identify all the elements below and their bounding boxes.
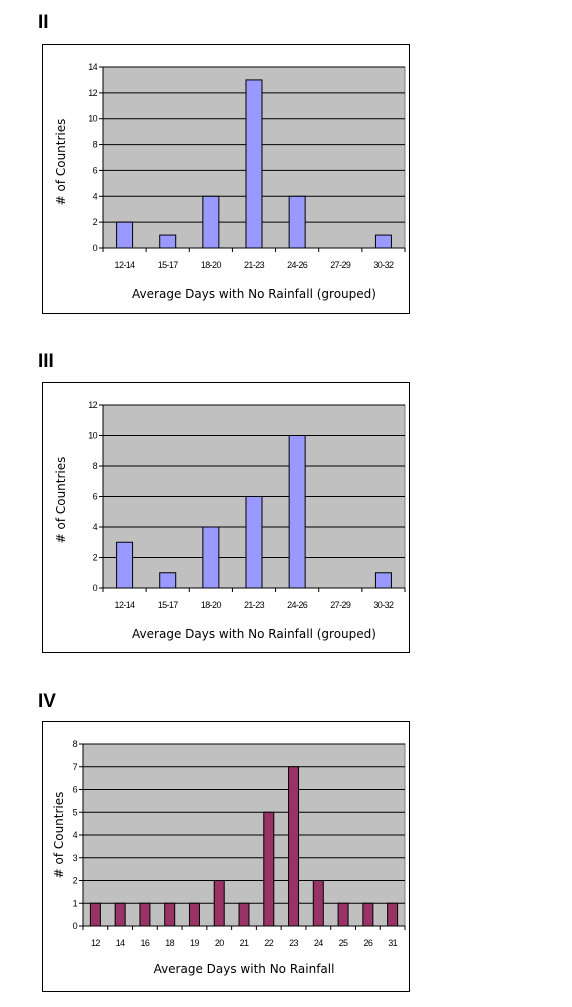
y-tick-label: 7	[73, 762, 78, 772]
bar-31	[387, 902, 399, 927]
y-tick-label: 2	[73, 876, 78, 886]
y-tick-label: 0	[93, 583, 98, 593]
bar-12	[89, 902, 101, 927]
bar-23	[288, 766, 300, 927]
x-tick-label: 30-32	[373, 260, 394, 270]
x-axis-title: Average Days with No Rainfall (grouped)	[132, 287, 376, 301]
bar-26	[362, 902, 374, 927]
panel-label-iii: III	[38, 351, 54, 372]
x-tick-label: 15-17	[158, 260, 179, 270]
chart-frame-iii: 0 2 4 6 8 10 12 12-14 15-17 18-20 21-23 24-26 27-29 3…	[42, 382, 410, 653]
bar-25	[337, 902, 349, 927]
bar-30-32	[374, 572, 392, 589]
y-tick-label: 8	[93, 461, 98, 471]
bar-20	[213, 880, 225, 927]
bar-30-32	[374, 234, 392, 249]
bar-14	[114, 902, 126, 927]
x-tick-label: 19	[190, 938, 199, 948]
x-axis-title: Average Days with No Rainfall (grouped)	[132, 627, 376, 641]
y-tick-label: 2	[93, 553, 98, 563]
x-tick-label: 26	[363, 938, 372, 948]
x-tick-label: 21-23	[244, 260, 265, 270]
x-tick-label: 18	[165, 938, 174, 948]
y-tick-label: 10	[88, 114, 97, 124]
y-tick-label: 3	[73, 853, 78, 863]
bar-12-14	[116, 541, 134, 589]
x-tick-label: 12	[91, 938, 100, 948]
bar-24-26	[288, 435, 306, 589]
x-tick-label: 27-29	[330, 600, 351, 610]
x-tick-label: 30-32	[373, 600, 394, 610]
y-tick-label: 4	[93, 522, 98, 532]
x-tick-label: 12-14	[115, 600, 136, 610]
bar-19	[188, 902, 200, 927]
y-tick-label: 4	[93, 191, 98, 201]
y-tick-label: 1	[73, 898, 78, 908]
bar-16	[139, 902, 151, 927]
bar-21	[238, 902, 250, 927]
bar-chart-iii: 0 2 4 6 8 10 12 12-14 15-17 18-20 21-23 24-26 27-29 3…	[54, 400, 406, 641]
bar-18-20	[202, 195, 220, 249]
y-tick-label: 4	[73, 830, 78, 840]
x-tick-label: 24	[314, 938, 323, 948]
panel-label-ii: II	[38, 12, 49, 33]
x-tick-label: 12-14	[115, 260, 136, 270]
bar-15-17	[159, 572, 177, 589]
x-tick-label: 23	[289, 938, 298, 948]
bar-24	[312, 880, 324, 927]
x-tick-label: 22	[264, 938, 273, 948]
y-tick-label: 8	[93, 140, 98, 150]
y-tick-label: 2	[93, 217, 98, 227]
bar-18	[164, 902, 176, 927]
chart-frame-iv: 0 1 2 3 4 5 6 7 8 12 14 16 18 19 20 21 22 23 24 25 26 31 Avera…	[42, 721, 410, 992]
y-axis-title: # of Countries	[52, 792, 66, 879]
x-tick-label: 18-20	[201, 260, 222, 270]
x-tick-label: 24-26	[287, 260, 308, 270]
x-axis-title: Average Days with No Rainfall	[154, 962, 335, 976]
bar-18-20	[202, 526, 220, 589]
y-tick-label: 14	[88, 62, 97, 72]
x-tick-label: 24-26	[287, 600, 308, 610]
x-tick-label: 21	[240, 938, 249, 948]
panel-label-iv: IV	[38, 691, 56, 712]
x-tick-label: 31	[388, 938, 397, 948]
y-tick-label: 12	[88, 400, 97, 410]
y-tick-label: 12	[88, 88, 97, 98]
x-tick-label: 27-29	[330, 260, 351, 270]
y-tick-label: 6	[93, 165, 98, 175]
bar-22	[263, 811, 275, 927]
x-tick-label: 18-20	[201, 600, 222, 610]
y-axis-title: # of Countries	[54, 457, 68, 544]
chart-frame-ii: 0 2 4 6 8 10 12 14 12-14 15-17 18-20 21-23 24-26 27-2…	[42, 44, 410, 314]
x-tick-label: 21-23	[244, 600, 265, 610]
y-tick-label: 6	[93, 492, 98, 502]
x-tick-label: 20	[215, 938, 224, 948]
x-tick-label: 25	[339, 938, 348, 948]
x-tick-label: 14	[116, 938, 125, 948]
bar-21-23	[245, 79, 263, 249]
y-tick-label: 5	[73, 807, 78, 817]
y-tick-label: 0	[73, 921, 78, 931]
y-axis-title: # of Countries	[54, 119, 68, 206]
bar-15-17	[159, 234, 177, 249]
y-tick-label: 0	[93, 243, 98, 253]
y-tick-label: 10	[88, 431, 97, 441]
y-tick-label: 6	[73, 785, 78, 795]
y-tick-label: 8	[73, 739, 78, 749]
bar-21-23	[245, 496, 263, 589]
x-tick-label: 16	[141, 938, 150, 948]
bar-24-26	[288, 195, 306, 249]
bar-chart-ii: 0 2 4 6 8 10 12 14 12-14 15-17 18-20 21-23 24-26 27-2…	[54, 62, 406, 301]
x-tick-label: 15-17	[158, 600, 179, 610]
bar-12-14	[116, 221, 134, 249]
